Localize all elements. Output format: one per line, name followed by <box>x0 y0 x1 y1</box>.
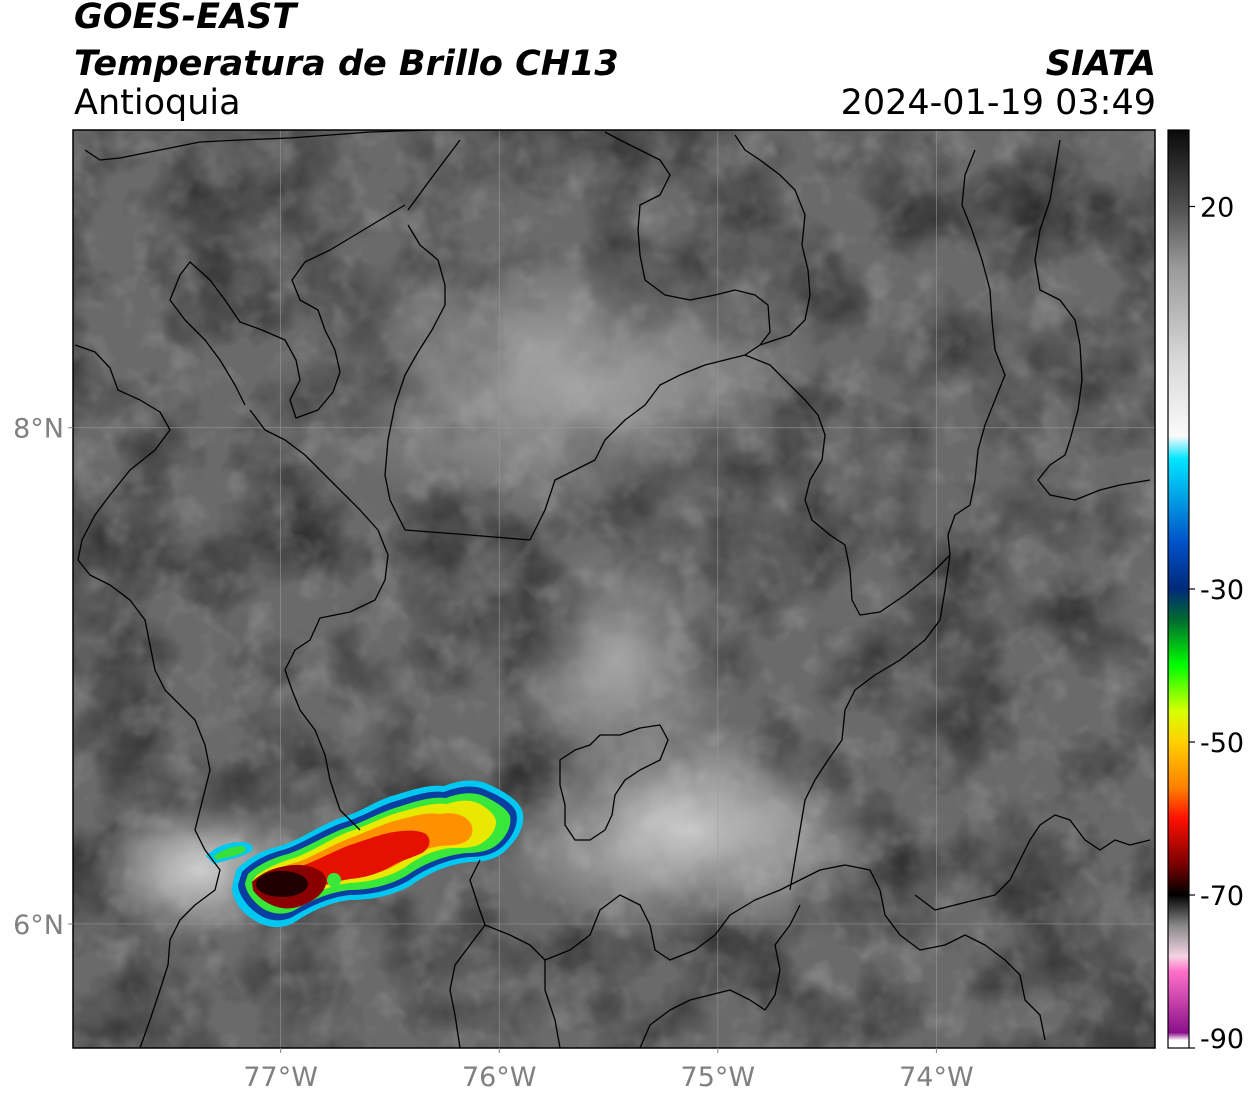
map-gridlines <box>73 130 1155 1048</box>
latitude-ticks: 8°N 6°N <box>13 414 73 941</box>
uraba-inner-coast <box>407 139 461 211</box>
magdalena-border <box>639 904 801 1048</box>
timestamp-label: 2024-01-19 03:49 <box>840 83 1156 123</box>
map-region-label: Antioquia <box>74 83 241 123</box>
map-frame <box>72 129 1156 1049</box>
south-border <box>544 864 1046 1041</box>
lat-tick-label: 6°N <box>13 910 64 941</box>
storm-fragment-core <box>214 846 246 860</box>
caribbean-coastline <box>84 130 431 161</box>
colorbar: 20 -30 -50 -70 -90 <box>1167 129 1244 1055</box>
warm-region-south <box>490 720 890 940</box>
storm-hole <box>327 873 341 887</box>
longitude-ticks: 77°W 76°W 75°W 74°W <box>243 1048 974 1093</box>
satellite-image <box>73 130 1155 1048</box>
uraba-coastline <box>169 204 406 419</box>
lon-tick-label: 75°W <box>681 1062 756 1093</box>
lon-tick-label: 77°W <box>243 1062 318 1093</box>
lat-tick-label: 8°N <box>13 414 64 445</box>
map-product-title: Temperatura de Brillo CH13 <box>74 44 619 84</box>
storm-cell <box>206 780 524 928</box>
cordoba-antioquia-border <box>384 224 531 541</box>
lon-tick-label: 76°W <box>462 1062 537 1093</box>
colorbar-tick-label: -70 <box>1200 881 1244 912</box>
bolivar-santander-border <box>744 354 951 616</box>
santander-border <box>734 134 811 346</box>
east-south-border <box>1039 814 1151 851</box>
organization-label: SIATA <box>1045 44 1156 84</box>
colorbar-tick-label: -50 <box>1200 728 1244 759</box>
darien-border <box>74 344 221 1048</box>
storm-core-black <box>256 871 308 897</box>
boyaca-border <box>947 149 1006 556</box>
east-south-border-2 <box>914 824 1041 911</box>
colorbar-tick-label: -90 <box>1200 1024 1244 1055</box>
colorbar-gradient <box>1168 130 1189 1048</box>
warm-region-north <box>300 240 820 520</box>
colorbar-tick-label: 20 <box>1200 193 1234 224</box>
lon-tick-label: 74°W <box>899 1062 974 1093</box>
bolivar-border <box>529 131 771 541</box>
caldas-border <box>449 859 486 1048</box>
map-source-title: GOES-EAST <box>74 0 297 37</box>
coastlines-and-borders <box>74 130 1151 1048</box>
enclave-border <box>559 724 669 841</box>
warm-region-center <box>510 540 730 780</box>
northeast-border <box>1034 139 1151 501</box>
choco-antioquia-border <box>249 409 389 831</box>
colorbar-tick-label: -30 <box>1200 575 1244 606</box>
east-river-border <box>789 554 951 891</box>
